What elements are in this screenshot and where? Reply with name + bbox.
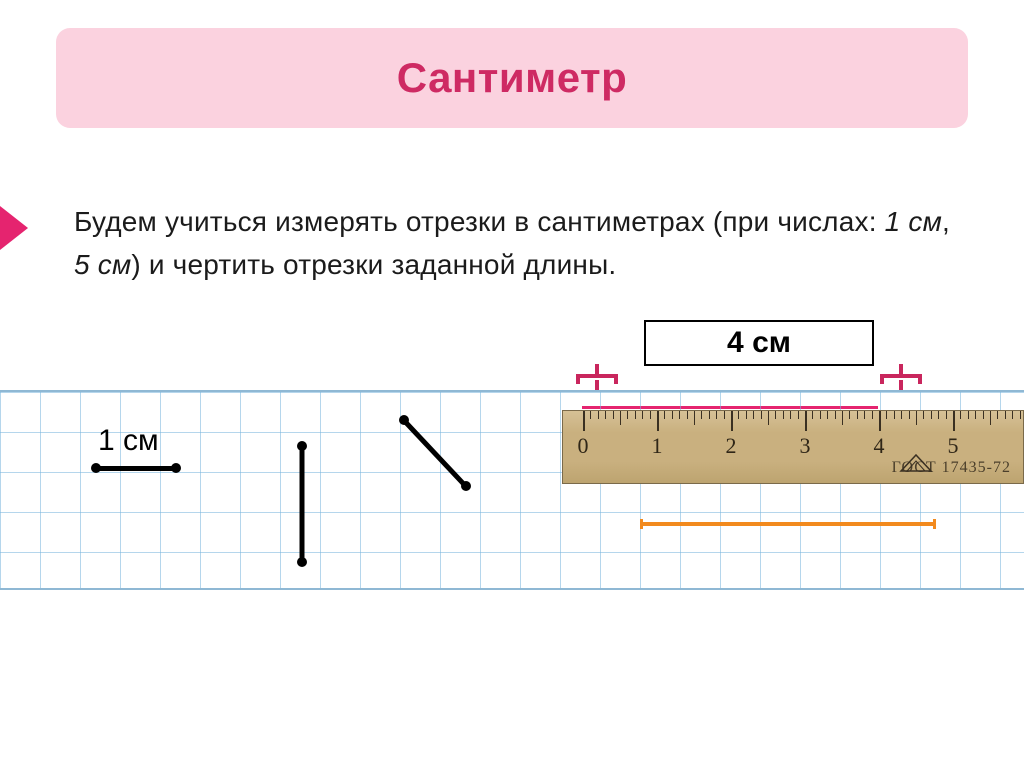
ruler-logo-icon [899,451,933,473]
segment-endpoint [461,481,471,491]
instruction-part2: ) и чертить отрезки заданной длины. [131,249,616,280]
ruler-number: 4 [874,433,885,459]
ruler-number: 5 [948,433,959,459]
page-title: Сантиметр [397,54,628,102]
instruction-text: Будем учиться измерять отрезки в сантиме… [74,200,950,287]
ruler-number: 1 [652,433,663,459]
title-banner: Сантиметр [56,28,968,128]
instruction-comma: , [942,206,950,237]
one-cm-label: 1 см [98,424,159,458]
measure-label-4cm: 4 см [644,320,874,366]
segment-line [96,466,176,471]
ruler-number: 3 [800,433,811,459]
ruler: 012345 ГОСТ 17435-72 [562,410,1024,484]
segment-line [300,446,305,562]
ruler-number: 0 [578,433,589,459]
instruction-part1: Будем учиться измерять отрезки в сантиме… [74,206,885,237]
ruler-number: 2 [726,433,737,459]
ruler-ticks: 012345 [563,411,1023,447]
result-line-4cm [640,522,936,526]
segment-endpoint [171,463,181,473]
section-arrow-icon [0,206,28,250]
segment-endpoint [399,415,409,425]
segment-endpoint [91,463,101,473]
segment-endpoint [297,557,307,567]
bracket-right-icon [880,364,922,392]
segment-endpoint [297,441,307,451]
bracket-left-icon [576,364,618,392]
example-1: 1 см [885,206,942,237]
example-2: 5 см [74,249,131,280]
